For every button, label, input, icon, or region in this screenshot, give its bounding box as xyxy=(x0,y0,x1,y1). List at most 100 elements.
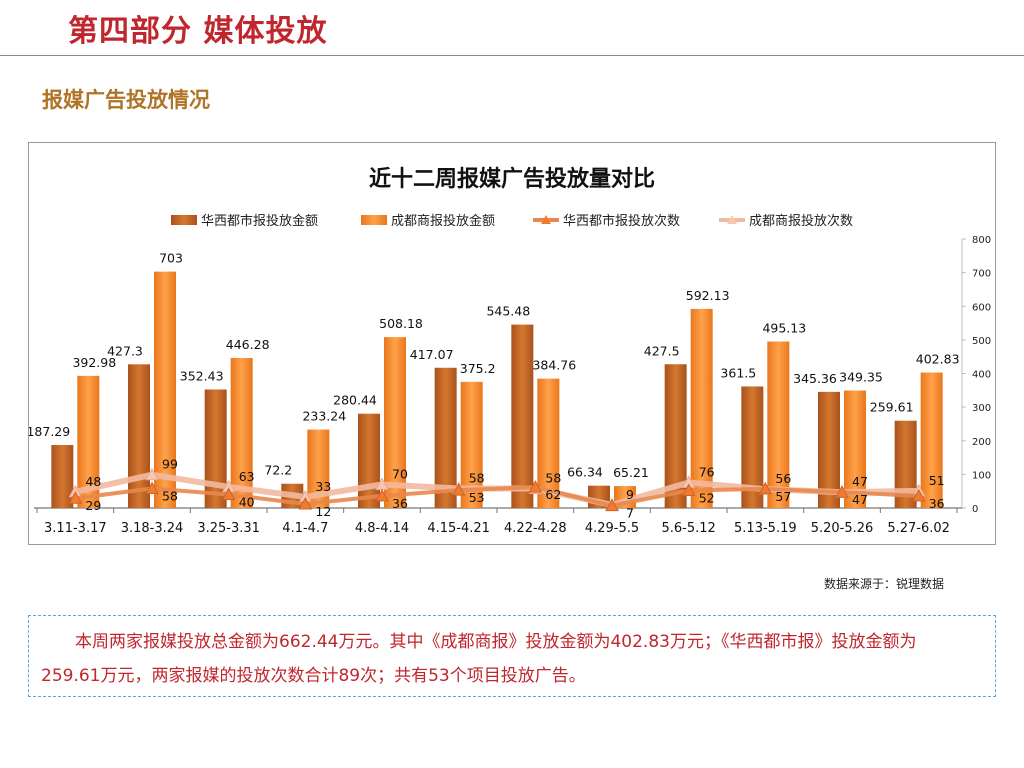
bar-value-label: 402.83 xyxy=(916,352,960,367)
line-marker xyxy=(835,485,849,498)
line-value-label: 40 xyxy=(239,495,255,510)
bar-huaxi xyxy=(128,364,150,508)
bar-huaxi xyxy=(511,324,534,508)
line-value-label: 47 xyxy=(852,474,868,489)
bar-value-label: 495.13 xyxy=(762,321,806,336)
bar-chengdu xyxy=(230,357,253,508)
line-marker xyxy=(145,481,159,494)
bar-chengdu xyxy=(307,429,330,508)
line-value-label: 33 xyxy=(315,479,331,494)
bar-huaxi xyxy=(664,364,687,508)
legend-label-0: 华西都市报投放金额 xyxy=(201,213,318,229)
line-marker xyxy=(605,498,619,512)
line-marker xyxy=(298,496,313,510)
line-marker xyxy=(758,481,773,495)
x-tick-label: 5.27-6.02 xyxy=(887,521,950,536)
chart-frame: 近十二周报媒广告投放量对比华西都市报投放金额 成都商报投放金额 华西都市报投放次数 成… xyxy=(28,142,996,545)
bar-value-label: 592.13 xyxy=(686,288,730,303)
y-tick-label: 700 xyxy=(972,269,991,280)
y-tick-label: 500 xyxy=(972,336,991,347)
bar-huaxi xyxy=(741,386,764,508)
bar-chengdu xyxy=(844,390,866,508)
y-tick-label: 400 xyxy=(972,370,991,381)
line-value-label: 58 xyxy=(469,470,485,485)
bar-value-label: 427.3 xyxy=(107,343,143,358)
line-value-label: 47 xyxy=(852,492,868,507)
bar-chengdu xyxy=(920,372,943,508)
bar-value-label: 703 xyxy=(159,251,183,266)
x-tick-label: 4.8-4.14 xyxy=(355,521,409,536)
bar-huaxi xyxy=(204,389,227,508)
legend-swatch-1 xyxy=(361,215,387,225)
x-tick-label: 4.15-4.21 xyxy=(427,521,490,536)
bar-value-label: 259.61 xyxy=(870,400,914,415)
legend-label-1: 成都商报投放金额 xyxy=(391,213,495,229)
line-value-label: 53 xyxy=(469,490,485,505)
bar-value-label: 417.07 xyxy=(410,347,454,362)
bar-value-label: 65.21 xyxy=(613,465,649,480)
section-title: 报媒广告投放情况 xyxy=(42,88,210,112)
x-tick-label: 4.22-4.28 xyxy=(504,521,567,536)
line-value-label: 58 xyxy=(545,470,561,485)
line-value-label: 7 xyxy=(626,506,634,521)
legend-label-2: 华西都市报投放次数 xyxy=(563,213,680,229)
legend-marker-2 xyxy=(541,215,551,224)
y-tick-label: 300 xyxy=(972,403,991,414)
line-marker xyxy=(68,491,83,504)
bar-chengdu xyxy=(767,341,790,508)
y-tick-label: 200 xyxy=(972,437,991,448)
legend-label-3: 成都商报投放次数 xyxy=(749,213,853,229)
line-value-label: 36 xyxy=(929,496,945,511)
legend-swatch-0 xyxy=(171,215,197,225)
bar-chengdu xyxy=(690,308,713,508)
chart-title: 近十二周报媒广告投放量对比 xyxy=(369,166,655,192)
bar-value-label: 66.34 xyxy=(567,465,603,480)
bar-chengdu xyxy=(460,381,483,508)
bar-value-label: 508.18 xyxy=(379,316,423,331)
bar-value-label: 352.43 xyxy=(180,368,224,383)
line-marker xyxy=(681,483,696,497)
line-value-label: 9 xyxy=(626,487,634,502)
line-value-label: 99 xyxy=(162,457,178,472)
bar-huaxi xyxy=(358,413,380,508)
bar-chengdu xyxy=(154,271,176,508)
bar-value-label: 446.28 xyxy=(226,337,270,352)
y-tick-label: 100 xyxy=(972,470,991,481)
line-marker xyxy=(451,483,466,496)
page-title: 第四部分 媒体投放 xyxy=(68,14,328,49)
line-value-label: 48 xyxy=(85,474,101,489)
line-value-label: 56 xyxy=(775,471,791,486)
line-value-label: 52 xyxy=(699,491,715,506)
x-tick-label: 5.13-5.19 xyxy=(734,521,797,536)
summary-text: 本周两家报媒投放总金额为662.44万元。其中《成都商报》投放金额为402.83… xyxy=(41,632,917,686)
line-value-label: 29 xyxy=(85,498,101,513)
line-value-label: 62 xyxy=(545,487,561,502)
y-tick-label: 800 xyxy=(972,235,991,246)
bar-huaxi xyxy=(51,445,74,508)
line-value-label: 51 xyxy=(929,473,945,488)
line-marker xyxy=(528,480,543,493)
line-value-label: 12 xyxy=(315,504,331,519)
x-tick-label: 3.25-3.31 xyxy=(197,521,260,536)
summary-box: 本周两家报媒投放总金额为662.44万元。其中《成都商报》投放金额为402.83… xyxy=(28,615,996,697)
bar-huaxi xyxy=(434,367,457,508)
x-tick-label: 5.20-5.26 xyxy=(811,521,874,536)
bar-value-label: 384.76 xyxy=(532,358,576,373)
bar-value-label: 427.5 xyxy=(644,343,680,358)
bar-chengdu xyxy=(77,375,100,508)
line-huaxi-count xyxy=(75,485,919,508)
line-marker xyxy=(145,467,159,481)
line-value-label: 70 xyxy=(392,466,408,481)
bar-value-label: 187.29 xyxy=(29,424,70,439)
line-value-label: 36 xyxy=(392,496,408,511)
x-tick-label: 3.11-3.17 xyxy=(44,521,107,536)
x-tick-label: 5.6-5.12 xyxy=(662,521,716,536)
line-value-label: 58 xyxy=(162,488,178,503)
line-marker xyxy=(221,487,236,501)
title-divider xyxy=(0,55,1024,56)
bar-value-label: 392.98 xyxy=(72,355,116,370)
bar-value-label: 345.36 xyxy=(793,371,837,386)
line-value-label: 76 xyxy=(699,464,715,479)
bar-chengdu xyxy=(537,378,560,508)
